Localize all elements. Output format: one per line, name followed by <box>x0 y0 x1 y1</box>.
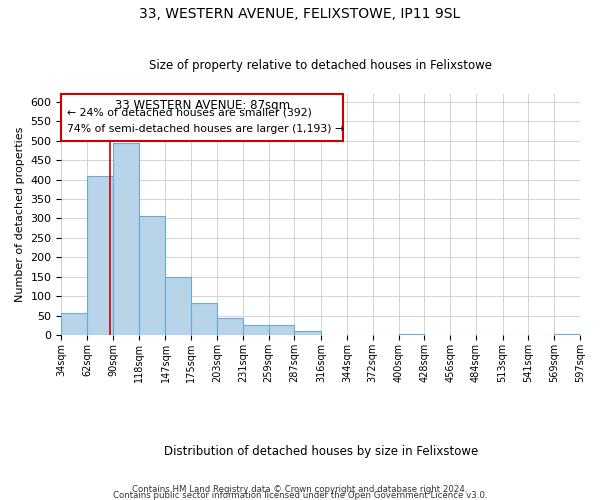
Bar <box>269 326 295 335</box>
Text: 33, WESTERN AVENUE, FELIXSTOWE, IP11 9SL: 33, WESTERN AVENUE, FELIXSTOWE, IP11 9SL <box>139 8 461 22</box>
Title: Size of property relative to detached houses in Felixstowe: Size of property relative to detached ho… <box>149 59 492 72</box>
Text: 74% of semi-detached houses are larger (1,193) →: 74% of semi-detached houses are larger (… <box>67 124 344 134</box>
Bar <box>61 313 87 335</box>
Text: Contains HM Land Registry data © Crown copyright and database right 2024.: Contains HM Land Registry data © Crown c… <box>132 484 468 494</box>
Bar <box>166 277 191 335</box>
Bar <box>139 216 166 335</box>
FancyBboxPatch shape <box>61 94 343 140</box>
Text: 33 WESTERN AVENUE: 87sqm: 33 WESTERN AVENUE: 87sqm <box>115 99 290 112</box>
Bar <box>554 334 580 335</box>
Bar <box>398 334 424 335</box>
X-axis label: Distribution of detached houses by size in Felixstowe: Distribution of detached houses by size … <box>164 444 478 458</box>
Text: Contains public sector information licensed under the Open Government Licence v3: Contains public sector information licen… <box>113 490 487 500</box>
Bar <box>87 176 113 335</box>
Bar <box>113 142 139 335</box>
Bar <box>217 318 243 335</box>
Text: ← 24% of detached houses are smaller (392): ← 24% of detached houses are smaller (39… <box>67 108 311 118</box>
Y-axis label: Number of detached properties: Number of detached properties <box>15 127 25 302</box>
Bar <box>191 303 217 335</box>
Bar <box>295 331 321 335</box>
Bar <box>243 326 269 335</box>
